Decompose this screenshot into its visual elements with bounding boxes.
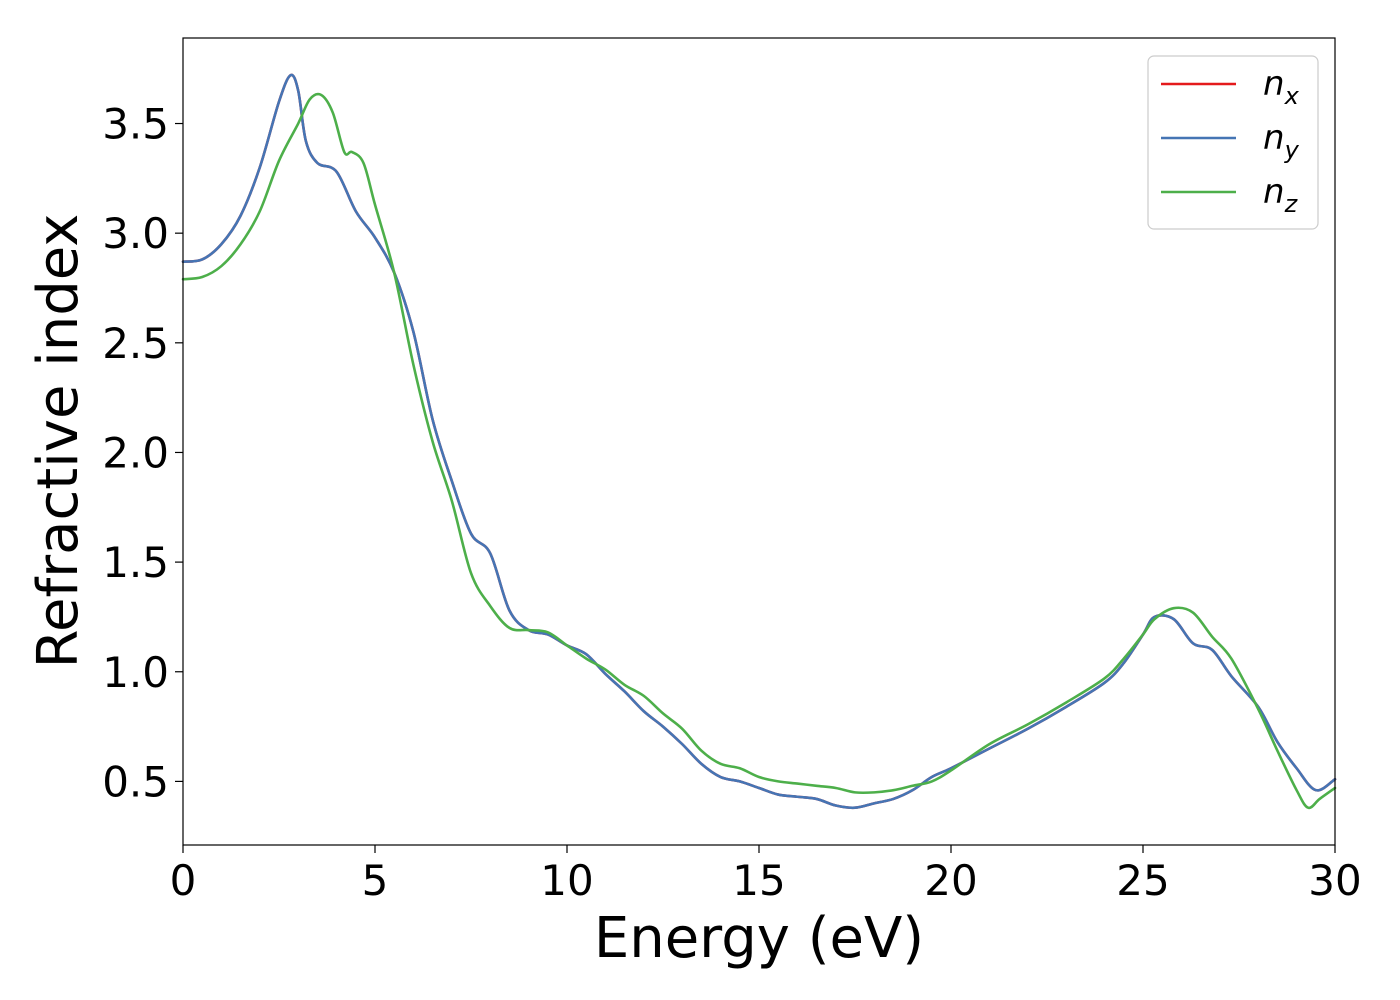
y-tick-label: 2.5 <box>102 319 169 368</box>
x-tick-label: 15 <box>732 856 785 905</box>
y-tick-label: 0.5 <box>102 757 169 806</box>
y-axis-ticks: 0.5 1.0 1.5 2.0 2.5 3.0 3.5 <box>102 100 183 806</box>
y-tick-label: 1.0 <box>102 648 169 697</box>
y-axis-label: Refractive index <box>26 214 91 669</box>
y-tick-label: 2.0 <box>102 428 169 477</box>
legend-label-nz: nz <box>1263 172 1299 218</box>
x-tick-label: 10 <box>540 856 593 905</box>
x-tick-label: 25 <box>1116 856 1169 905</box>
series-lines <box>181 73 1337 810</box>
x-tick-label: 0 <box>170 856 197 905</box>
legend-box <box>1147 55 1319 230</box>
series-line-nz <box>181 92 1337 810</box>
y-tick-label: 3.5 <box>102 100 169 149</box>
x-axis-ticks: 0 5 10 15 20 25 30 <box>170 845 1362 905</box>
y-tick-label: 1.5 <box>102 538 169 587</box>
x-axis-label: Energy (eV) <box>594 906 924 971</box>
x-tick-label: 5 <box>362 856 389 905</box>
y-tick-label: 3.0 <box>102 209 169 258</box>
x-tick-label: 30 <box>1308 856 1361 905</box>
x-tick-label: 20 <box>924 856 977 905</box>
